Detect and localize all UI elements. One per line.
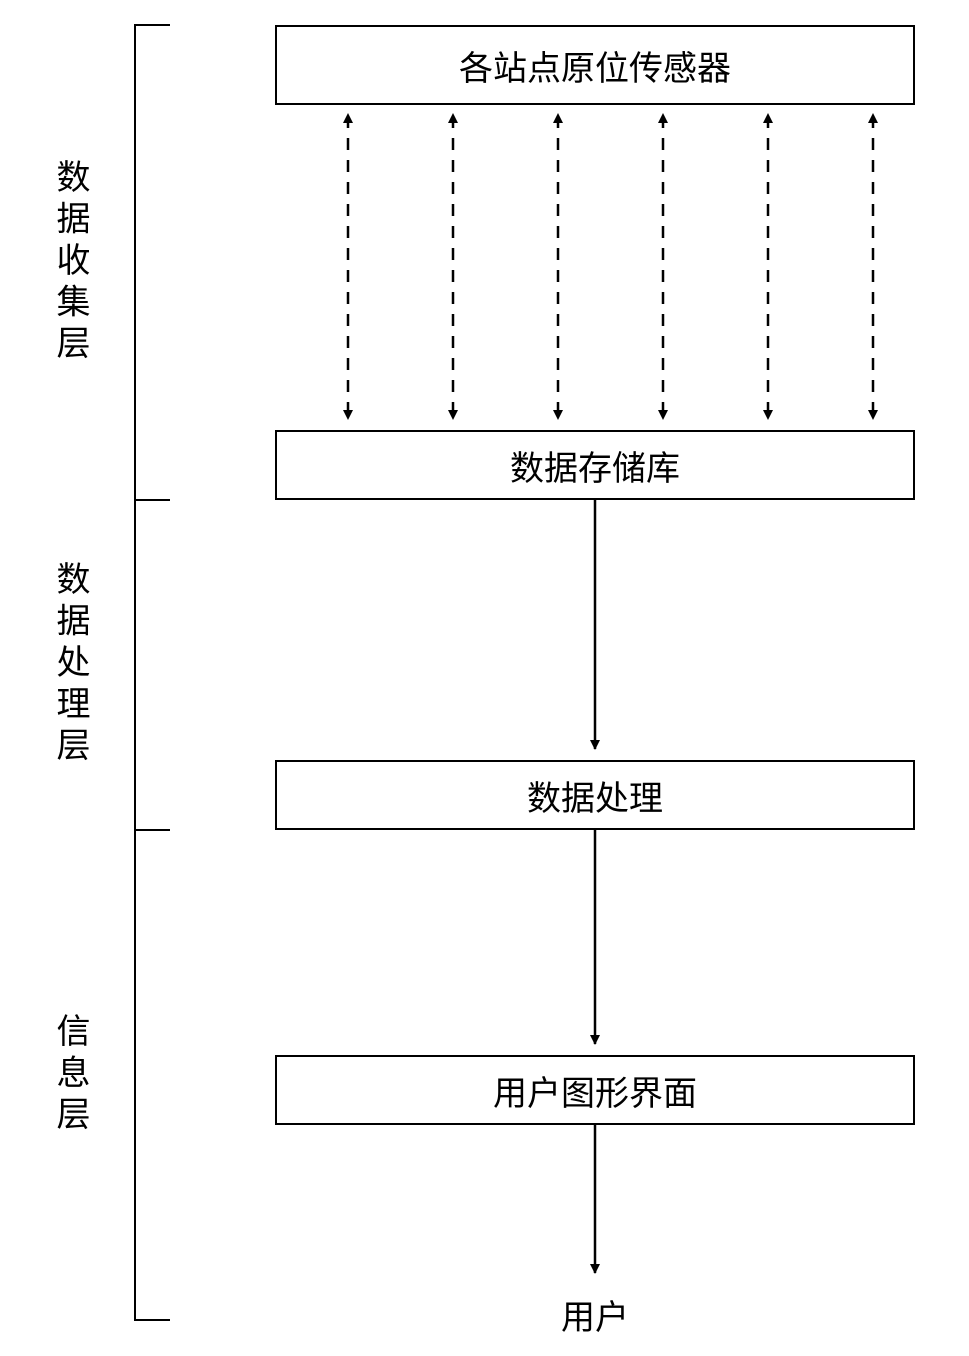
svg-overlay [0, 0, 969, 1356]
box-gui: 用户图形界面 [275, 1055, 915, 1125]
end-label-text: 用户 [561, 1300, 629, 1337]
box-process: 数据处理 [275, 760, 915, 830]
layer-label-info: 信息层 [45, 830, 94, 1320]
end-label-user: 用户 [535, 1290, 655, 1339]
bracket-info [135, 830, 170, 1320]
layer-label-text: 数据收集层 [45, 159, 94, 366]
bracket-collection [135, 25, 170, 500]
box-storage: 数据存储库 [275, 430, 915, 500]
layer-label-collection: 数据收集层 [45, 25, 94, 500]
box-label: 各站点原位传感器 [459, 41, 731, 90]
box-label: 数据存储库 [510, 441, 680, 490]
layer-label-text: 数据处理层 [45, 561, 94, 768]
dashed-arrow-group [348, 116, 873, 419]
bracket-processing [135, 500, 170, 830]
box-label: 数据处理 [527, 771, 663, 820]
layer-label-text: 信息层 [45, 1013, 94, 1137]
box-sensors: 各站点原位传感器 [275, 25, 915, 105]
diagram-root: 数据收集层 数据处理层 信息层 各站点原位传感器 数据存储库 数据处理 用户图形… [0, 0, 969, 1356]
layer-label-processing: 数据处理层 [45, 500, 94, 830]
box-label: 用户图形界面 [493, 1066, 697, 1115]
